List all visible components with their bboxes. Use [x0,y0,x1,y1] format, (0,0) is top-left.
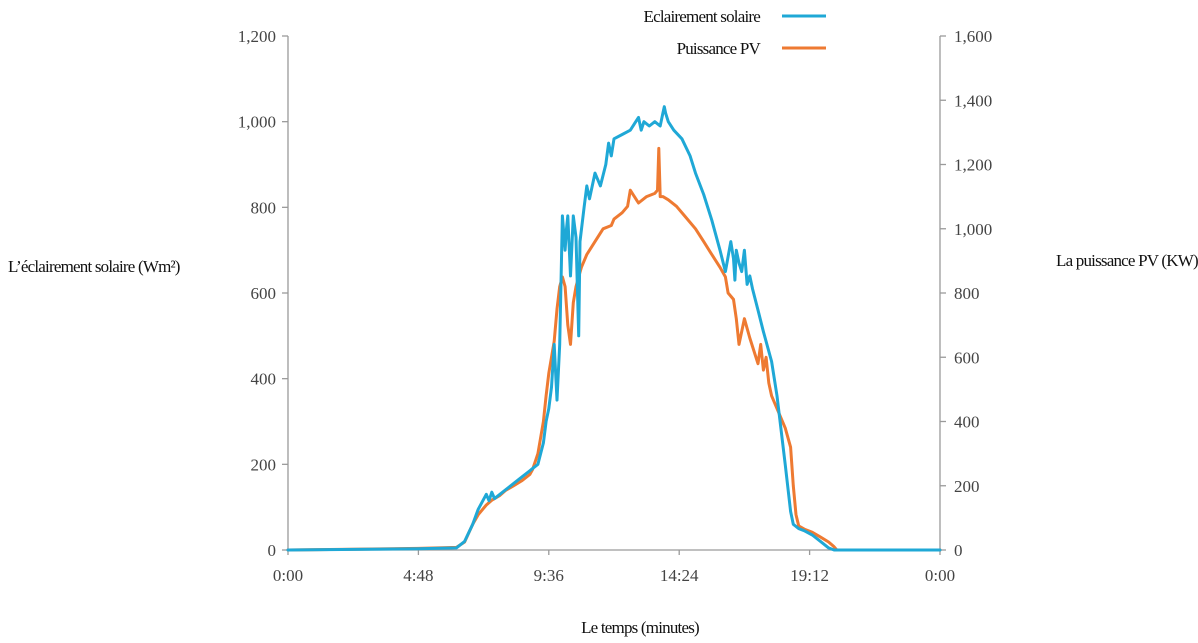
legend-label-pv: Puissance PV [677,39,762,58]
x-tick-label: 0:00 [273,566,303,585]
y-right-tick-label: 1,400 [954,91,992,110]
x-tick-label: 4:48 [403,566,433,585]
y-left-tick-label: 200 [251,455,277,474]
y-right-tick-label: 800 [954,284,980,303]
x-axis-ticks: 0:00 4:48 9:36 14:24 19:12 0:00 [273,550,955,585]
y-axis-right-label: La puissance PV (KW) [1056,251,1198,270]
y-right-tick-label: 200 [954,477,980,496]
y-left-tick-label: 0 [268,541,277,560]
x-tick-label: 0:00 [925,566,955,585]
x-tick-label: 9:36 [534,566,564,585]
series-layer [286,105,942,552]
y-right-tick-label: 1,600 [954,27,992,46]
x-tick-label: 14:24 [660,566,699,585]
series-line-pv [286,146,942,552]
y-right-tick-label: 600 [954,348,980,367]
y-right-tick-label: 1,200 [954,156,992,175]
y-axis-left-ticks: 0 200 400 600 800 1,000 1,200 [238,27,288,560]
x-axis-label: Le temps (minutes) [581,618,699,637]
legend-label-irradiance: Eclairement solaire [644,7,761,26]
y-left-tick-label: 400 [251,370,277,389]
y-left-tick-label: 600 [251,284,277,303]
y-left-tick-label: 800 [251,198,277,217]
y-left-tick-label: 1,200 [238,27,276,46]
y-right-tick-label: 0 [954,541,963,560]
x-tick-label: 19:12 [790,566,829,585]
series-line-irradiance [286,105,942,552]
legend: Eclairement solaire Puissance PV [644,7,826,58]
y-right-tick-label: 1,000 [954,220,992,239]
y-axis-right-ticks: 0 200 400 600 800 1,000 1,200 1,400 1,600 [940,27,992,560]
y-right-tick-label: 400 [954,413,980,432]
y-left-tick-label: 1,000 [238,113,276,132]
y-axis-left-label: L’éclairement solaire (Wm²) [8,257,180,276]
